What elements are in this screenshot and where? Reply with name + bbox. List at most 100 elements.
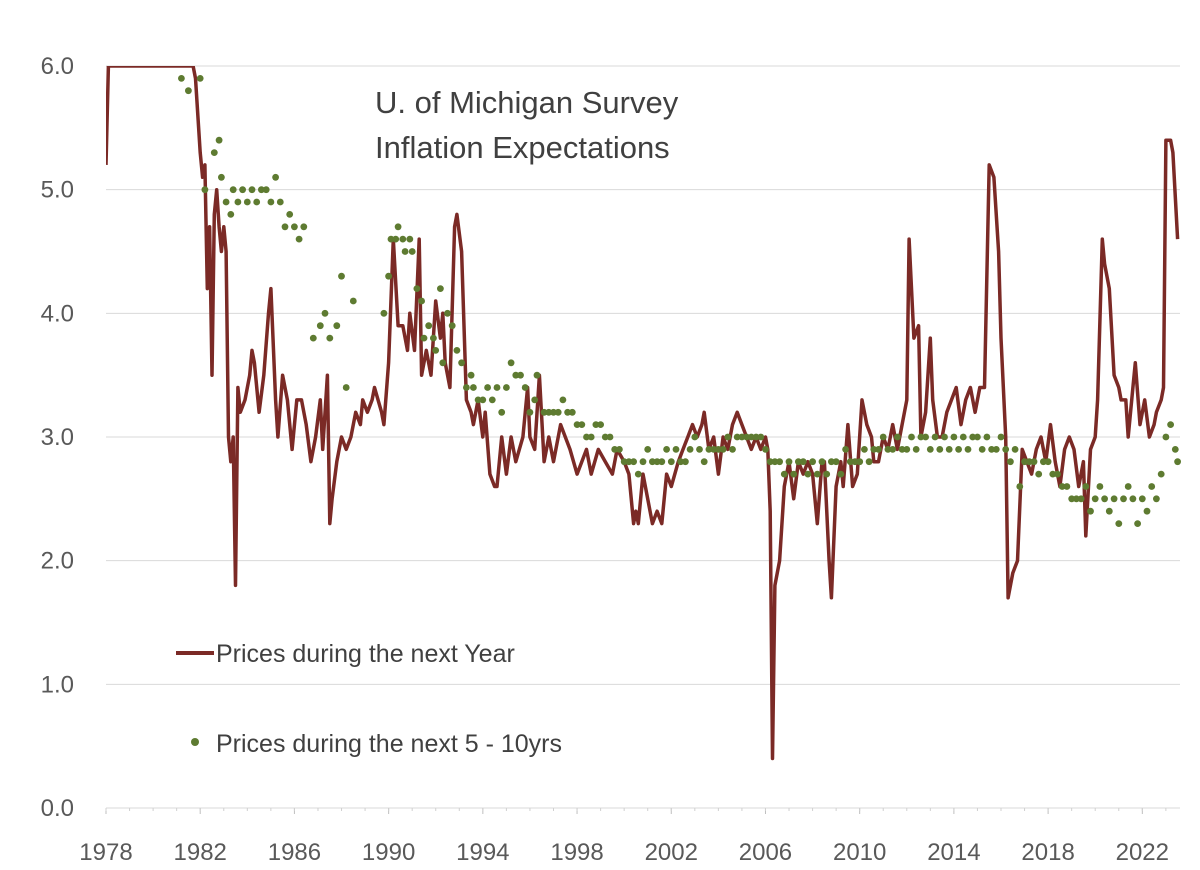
series-dot-next-5-10yrs bbox=[430, 334, 437, 342]
series-dot-next-5-10yrs bbox=[785, 458, 793, 466]
y-tick-label: 3.0 bbox=[41, 424, 74, 451]
series-dot-next-5-10yrs bbox=[700, 458, 708, 466]
series-dot-next-5-10yrs bbox=[1002, 446, 1010, 453]
series-dot-next-5-10yrs bbox=[790, 470, 798, 478]
series-dot-next-5-10yrs bbox=[1030, 458, 1038, 466]
series-dot-next-5-10yrs bbox=[766, 458, 774, 466]
x-tick-label: 1994 bbox=[456, 839, 509, 866]
series-dot-next-5-10yrs bbox=[467, 371, 475, 379]
series-dot-next-5-10yrs bbox=[401, 248, 409, 255]
series-dot-next-5-10yrs bbox=[813, 470, 821, 478]
series-dot-next-5-10yrs bbox=[926, 446, 934, 453]
series-dot-next-5-10yrs bbox=[663, 446, 670, 453]
series-dot-next-5-10yrs bbox=[420, 334, 428, 342]
series-dot-next-5-10yrs bbox=[842, 446, 849, 453]
series-dot-next-5-10yrs bbox=[658, 458, 666, 466]
series-dot-next-5-10yrs bbox=[752, 433, 760, 441]
series-dot-next-5-10yrs bbox=[512, 371, 520, 379]
series-dot-next-5-10yrs bbox=[559, 396, 567, 404]
series-dot-next-5-10yrs bbox=[463, 384, 470, 391]
series-dot-next-5-10yrs bbox=[710, 446, 718, 453]
series-dot-next-5-10yrs bbox=[533, 371, 541, 379]
series-dot-next-5-10yrs bbox=[1143, 507, 1151, 515]
series-dot-next-5-10yrs bbox=[550, 408, 557, 416]
series-dot-next-5-10yrs bbox=[258, 186, 265, 194]
series-dot-next-5-10yrs bbox=[762, 446, 769, 453]
series-dot-next-5-10yrs bbox=[959, 433, 967, 441]
series-dot-next-5-10yrs bbox=[1157, 470, 1165, 478]
series-dot-next-5-10yrs bbox=[587, 433, 595, 441]
series-dot-next-5-10yrs bbox=[444, 309, 451, 317]
series-dot-next-5-10yrs bbox=[903, 446, 911, 453]
series-dot-next-5-10yrs bbox=[1077, 495, 1085, 503]
series-dot-next-5-10yrs bbox=[846, 458, 854, 466]
series-dot-next-5-10yrs bbox=[272, 173, 279, 181]
series-dot-next-5-10yrs bbox=[677, 458, 685, 466]
series-dot-next-5-10yrs bbox=[649, 458, 656, 466]
x-tick-label: 1990 bbox=[362, 839, 415, 866]
series-dot-next-5-10yrs bbox=[1105, 507, 1113, 515]
series-dot-next-5-10yrs bbox=[479, 396, 487, 404]
chart-title-line-1: U. of Michigan Survey bbox=[375, 85, 679, 120]
series-dot-next-5-10yrs bbox=[1110, 495, 1118, 503]
series-dot-next-5-10yrs bbox=[568, 408, 576, 416]
series-dot-next-5-10yrs bbox=[1096, 483, 1104, 490]
series-dot-next-5-10yrs bbox=[201, 186, 209, 194]
series-dot-next-5-10yrs bbox=[1073, 495, 1080, 503]
series-dot-next-5-10yrs bbox=[870, 446, 878, 453]
series-dot-next-5-10yrs bbox=[387, 235, 395, 243]
series-dot-next-5-10yrs bbox=[342, 384, 350, 391]
legend: Prices during the next Year Prices durin… bbox=[176, 640, 562, 758]
series-dot-next-5-10yrs bbox=[498, 408, 506, 416]
series-dot-next-5-10yrs bbox=[507, 359, 515, 367]
series-dot-next-5-10yrs bbox=[1035, 470, 1043, 478]
series-dot-next-5-10yrs bbox=[300, 223, 308, 231]
series-dot-next-5-10yrs bbox=[1162, 433, 1170, 441]
axes: 0.0 1.0 2.0 3.0 4.0 5.0 6.0 1978 1982 1986 1990 199… bbox=[41, 53, 1169, 866]
series-dot-next-5-10yrs bbox=[432, 347, 440, 354]
series-dot-next-5-10yrs bbox=[425, 322, 433, 330]
series-dot-next-5-10yrs bbox=[691, 433, 699, 441]
series-dot-next-5-10yrs bbox=[832, 458, 840, 466]
series-dot-next-5-10yrs bbox=[493, 384, 501, 391]
series-dot-next-5-10yrs bbox=[399, 235, 407, 243]
series-dot-next-5-10yrs bbox=[406, 235, 414, 243]
series-dot-next-5-10yrs bbox=[276, 198, 284, 206]
series-dot-next-5-10yrs bbox=[625, 458, 633, 466]
series-dot-next-5-10yrs bbox=[448, 322, 456, 330]
x-tick-label: 2010 bbox=[833, 839, 886, 866]
series-dot-next-5-10yrs bbox=[1016, 483, 1024, 490]
series-dot-next-5-10yrs bbox=[696, 446, 703, 453]
series-dot-next-5-10yrs bbox=[1129, 495, 1137, 503]
series-dot-next-5-10yrs bbox=[488, 396, 496, 404]
series-dot-next-5-10yrs bbox=[222, 198, 230, 206]
y-tick-label: 1.0 bbox=[41, 671, 74, 698]
legend-label-next-year: Prices during the next Year bbox=[216, 640, 515, 668]
series-dot-next-5-10yrs bbox=[413, 285, 421, 292]
series-dot-next-5-10yrs bbox=[295, 235, 303, 243]
series-dot-next-5-10yrs bbox=[804, 470, 812, 478]
series-dot-next-5-10yrs bbox=[385, 272, 392, 280]
series-dot-next-5-10yrs bbox=[983, 433, 991, 441]
series-dot-next-5-10yrs bbox=[1068, 495, 1076, 503]
series-dot-next-5-10yrs bbox=[196, 75, 204, 82]
series-dot-next-5-10yrs bbox=[1134, 520, 1141, 527]
series-dot-next-5-10yrs bbox=[583, 433, 590, 441]
series-dot-next-5-10yrs bbox=[418, 297, 425, 305]
series-dot-next-5-10yrs bbox=[229, 186, 237, 194]
series-dot-next-5-10yrs bbox=[474, 396, 482, 404]
series-dot-next-5-10yrs bbox=[884, 446, 892, 453]
series-dot-next-5-10yrs bbox=[1087, 507, 1094, 515]
x-tick-label: 2022 bbox=[1116, 839, 1169, 866]
series-dot-next-5-10yrs bbox=[1124, 483, 1132, 490]
series-dot-next-5-10yrs bbox=[1138, 495, 1146, 503]
series-dot-next-5-10yrs bbox=[1044, 458, 1052, 466]
series-dot-next-5-10yrs bbox=[503, 384, 510, 391]
series-dot-next-5-10yrs bbox=[992, 446, 1000, 453]
series-dot-next-5-10yrs bbox=[630, 458, 637, 466]
series-dot-next-5-10yrs bbox=[1054, 470, 1061, 478]
series-dot-next-5-10yrs bbox=[606, 433, 614, 441]
x-tick-label: 2018 bbox=[1021, 839, 1074, 866]
